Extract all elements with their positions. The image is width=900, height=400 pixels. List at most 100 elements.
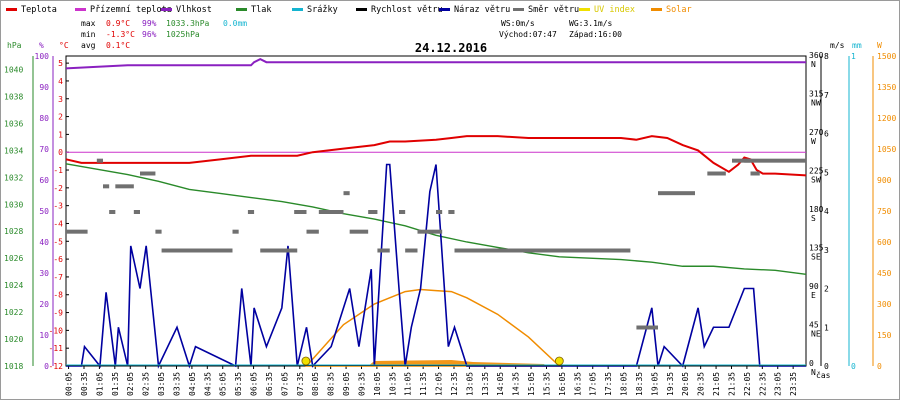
wind-direction-segment-25 [614, 248, 631, 253]
humidity-tick-8: 80 [39, 114, 49, 123]
wind-direction-segment-19 [399, 210, 406, 214]
legend-label-7: Náraz větru [454, 5, 510, 15]
time-tick-16: 08:05 [311, 372, 320, 396]
direction-tick-deg-0: 0 [809, 359, 814, 368]
direction-tick-deg-8: 360 [809, 51, 824, 60]
temp-tick-17: 5 [58, 59, 63, 68]
direction-tick-dir-0: N [811, 368, 816, 377]
stat-ws: WS:0m/s [501, 19, 535, 28]
legend-label-3: Vlhkost [176, 5, 212, 15]
legend-label-6: Rychlost větru [371, 5, 443, 15]
wind-direction-segment-3 [109, 210, 116, 214]
stat-max-press: 1033.3hPa [166, 19, 210, 28]
temp-tick-13: 1 [58, 130, 63, 139]
time-tick-21: 10:35 [388, 372, 397, 396]
legend-swatch-3 [161, 8, 172, 11]
legend-swatch-10 [651, 8, 662, 11]
time-tick-1: 00:35 [80, 372, 89, 396]
direction-tick-dir-8: N [811, 60, 816, 69]
wind-direction-segment-31 [750, 171, 760, 176]
pressure-tick-1: 1020 [4, 335, 23, 344]
axis-header-temperature: °C [59, 41, 69, 50]
stat-wg: WG:3.1m/s [569, 19, 613, 28]
legend-swatch-2 [75, 8, 86, 11]
direction-tick-deg-2: 90 [809, 282, 819, 291]
wind-direction-segment-14 [318, 210, 344, 214]
wind-direction-segment-4 [115, 184, 134, 189]
series-solar-curve [304, 288, 562, 367]
pressure-tick-4: 1026 [4, 254, 23, 263]
chart-title: 24.12.2016 [415, 41, 487, 55]
pressure-tick-8: 1034 [4, 146, 23, 155]
pressure-tick-9: 1036 [4, 119, 23, 128]
direction-tick-deg-5: 225 [809, 167, 824, 176]
time-tick-0: 00:05 [65, 372, 74, 396]
wind-direction-segment-28 [707, 171, 726, 176]
temp-tick-1: -11 [49, 344, 64, 353]
humidity-tick-6: 60 [39, 176, 49, 185]
rain-tick-1: 1 [851, 52, 856, 61]
time-tick-4: 02:05 [126, 372, 135, 396]
legend-swatch-8 [513, 8, 524, 11]
series-pressure [65, 163, 807, 276]
stat-max-rain: 0.0mm [223, 19, 247, 28]
solar-tick-5: 750 [877, 207, 892, 216]
time-tick-19: 09:35 [357, 372, 366, 396]
time-tick-24: 12:05 [435, 372, 444, 396]
wind-direction-segment-24 [454, 248, 631, 253]
stat-sunset: Západ:16:00 [569, 30, 622, 39]
axis-header-wind: m/s [830, 41, 845, 50]
time-tick-45: 22:35 [758, 372, 767, 396]
direction-tick-dir-6: W [811, 137, 816, 146]
stat-max-label: max [81, 19, 96, 28]
legend-swatch-6 [356, 8, 367, 11]
temp-tick-7: -5 [53, 237, 63, 246]
pressure-tick-6: 1030 [4, 200, 23, 209]
legend-label-5: Srážky [307, 5, 338, 15]
wind-tick-2: 2 [824, 285, 829, 294]
sun-marker-sunrise [301, 356, 311, 366]
humidity-tick-1: 10 [39, 331, 49, 340]
wind-tick-1: 1 [824, 323, 829, 332]
legend-label-8: Směr větru [528, 5, 579, 15]
time-tick-36: 18:05 [620, 372, 629, 396]
time-tick-33: 16:35 [573, 372, 582, 396]
wind-direction-segment-10 [247, 210, 255, 214]
legend-swatch-5 [292, 8, 303, 11]
time-tick-28: 14:05 [496, 372, 505, 396]
series-temperature [65, 135, 807, 177]
pressure-tick-5: 1028 [4, 227, 23, 236]
humidity-tick-10: 100 [35, 52, 50, 61]
direction-tick-deg-6: 270 [809, 128, 824, 137]
pressure-tick-0: 1018 [4, 362, 23, 371]
wind-direction-segment-22 [436, 210, 443, 214]
temp-tick-10: -2 [53, 184, 63, 193]
time-tick-13: 06:35 [265, 372, 274, 396]
time-tick-31: 15:35 [542, 372, 551, 396]
wind-tick-6: 6 [824, 130, 829, 139]
time-tick-32: 16:05 [558, 372, 567, 396]
axis-header-humidity: % [39, 41, 44, 50]
time-tick-43: 21:35 [727, 372, 736, 396]
solar-tick-6: 900 [877, 176, 892, 185]
axis-header-time: čas [816, 370, 831, 380]
time-tick-8: 04:05 [188, 372, 197, 396]
pressure-tick-3: 1024 [4, 281, 23, 290]
wind-direction-segment-27 [658, 191, 695, 196]
solar-tick-1: 150 [877, 331, 892, 340]
wind-direction-segment-13 [306, 229, 319, 234]
wind-direction-segment-18 [377, 248, 390, 253]
wind-tick-8: 8 [824, 52, 829, 61]
humidity-tick-9: 90 [39, 83, 49, 92]
legend-label-10: Solar [666, 5, 692, 15]
humidity-tick-2: 20 [39, 300, 49, 309]
time-tick-26: 13:05 [465, 372, 474, 396]
pressure-tick-7: 1032 [4, 173, 23, 182]
wind-direction-segment-20 [405, 248, 418, 253]
time-tick-29: 14:35 [512, 372, 521, 396]
solar-tick-2: 300 [877, 300, 892, 309]
direction-tick-dir-7: NW [811, 99, 821, 108]
solar-tick-7: 1050 [877, 145, 896, 154]
wind-direction-segment-16 [349, 229, 369, 234]
